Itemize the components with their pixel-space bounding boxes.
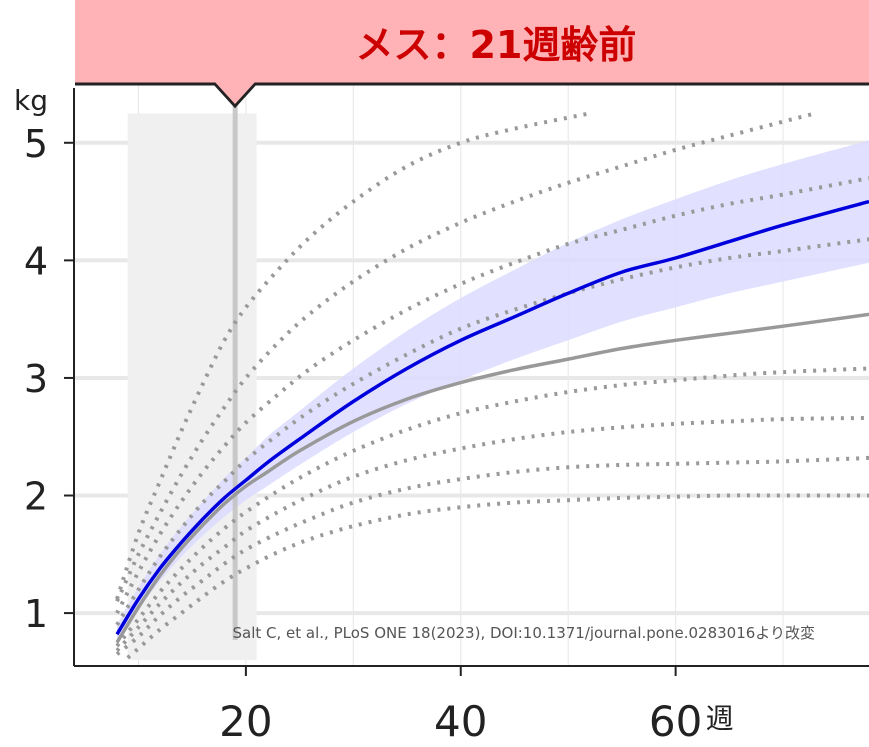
y-tick-label-1: 1 <box>24 592 48 636</box>
y-tick-label-5: 5 <box>24 122 48 166</box>
series-lines <box>115 111 869 660</box>
reference-centile-line-7 <box>115 366 869 648</box>
reference-median-line <box>115 312 869 644</box>
banner-background <box>75 0 869 84</box>
source-credit: Salt C, et al., PLoS ONE 18(2023), DOI:1… <box>233 624 815 642</box>
y-tick-label-2: 2 <box>24 475 48 519</box>
banner-pointer-outline <box>75 82 869 109</box>
x-tick-label-20: 20 <box>219 697 272 746</box>
y-tick-label-3: 3 <box>24 357 48 401</box>
reference-centile-line-6 <box>115 237 869 626</box>
individual-growth-line <box>115 199 869 636</box>
banner: メス：21週齢前 <box>75 0 869 109</box>
y-axis-label: kg <box>14 84 48 117</box>
x-tick-label-60: 60 <box>649 697 702 746</box>
y-tick-label-4: 4 <box>24 239 48 283</box>
banner-title: メス：21週齢前 <box>356 23 637 67</box>
reference-centile-line-4 <box>115 111 816 603</box>
x-tick-label-40: 40 <box>434 697 487 746</box>
axes: 1 2 3 4 5 20 40 60 kg 週 <box>14 84 869 746</box>
banner-pointer-fill <box>215 82 255 104</box>
x-axis-label: 週 <box>706 702 734 735</box>
reference-centile-line-3 <box>115 111 591 600</box>
